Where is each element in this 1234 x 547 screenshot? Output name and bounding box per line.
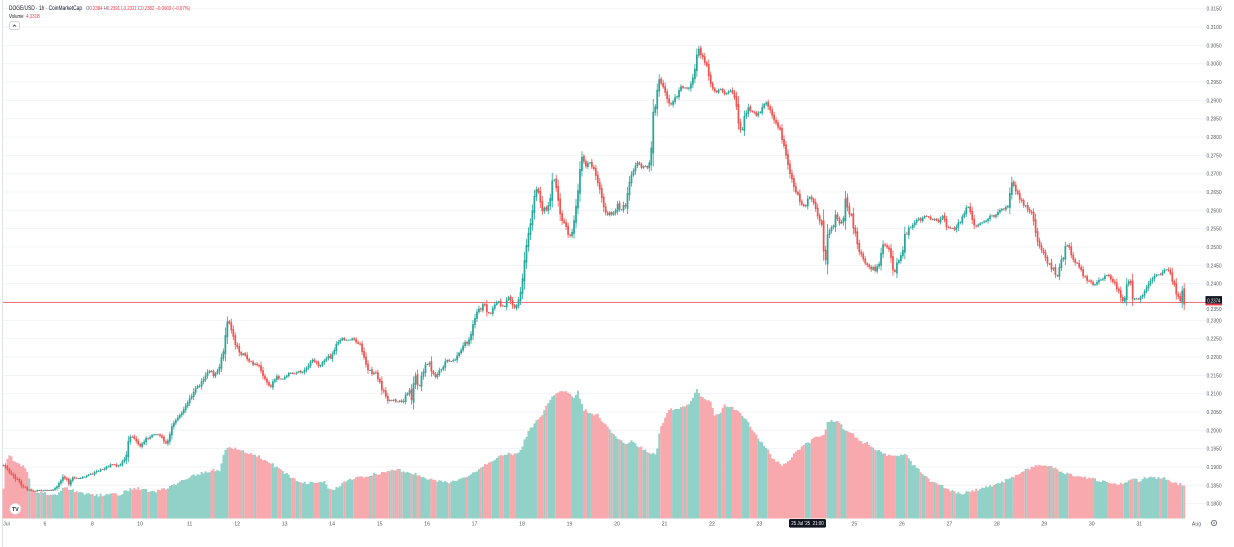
svg-text:18: 18 [519,521,525,527]
svg-text:0.2150: 0.2150 [1207,373,1222,379]
svg-text:0.2000: 0.2000 [1207,428,1222,434]
svg-text:30: 30 [1089,521,1095,527]
svg-text:6: 6 [44,521,47,527]
svg-text:0.2350: 0.2350 [1207,307,1222,313]
svg-text:19: 19 [567,521,573,527]
svg-text:27: 27 [947,521,953,527]
svg-text:16: 16 [424,521,430,527]
svg-text:8: 8 [91,521,94,527]
svg-text:29: 29 [1041,521,1047,527]
svg-text:0.2100: 0.2100 [1207,392,1222,398]
svg-text:28: 28 [994,521,1000,527]
svg-text:TV: TV [12,507,19,513]
svg-text:22: 22 [709,521,715,527]
svg-text:0.2650: 0.2650 [1207,190,1222,196]
svg-text:DOGE/USD · 1h · CoinMarketCap: DOGE/USD · 1h · CoinMarketCap [9,5,82,12]
svg-text:0.2450: 0.2450 [1207,263,1222,269]
svg-text:15: 15 [377,521,383,527]
svg-text:O0.2384 H0.2391 L0.2321 C0.238: O0.2384 H0.2391 L0.2321 C0.2382 −0.0003 … [86,6,190,12]
svg-text:21: 21 [662,521,668,527]
svg-text:26: 26 [899,521,905,527]
svg-text:0.2400: 0.2400 [1207,282,1222,288]
svg-text:0.2850: 0.2850 [1207,117,1222,123]
svg-text:10: 10 [137,521,143,527]
svg-text:0.2600: 0.2600 [1207,208,1222,214]
svg-text:11: 11 [187,521,192,527]
svg-text:23: 23 [757,521,763,527]
svg-text:0.2250: 0.2250 [1207,337,1222,343]
svg-text:Volume: Volume [9,14,24,20]
svg-text:Aug: Aug [1192,521,1201,527]
svg-text:0.2500: 0.2500 [1207,245,1222,251]
svg-text:0.3150: 0.3150 [1207,7,1222,13]
svg-text:0.2900: 0.2900 [1207,98,1222,104]
svg-text:0.2700: 0.2700 [1207,172,1222,178]
svg-text:25: 25 [852,521,858,527]
svg-text:14: 14 [329,521,335,527]
svg-text:0.2300: 0.2300 [1207,318,1222,324]
svg-text:0.3050: 0.3050 [1207,43,1222,49]
svg-text:0.2950: 0.2950 [1207,80,1222,86]
svg-text:0.3000: 0.3000 [1207,62,1222,68]
svg-text:0.1850: 0.1850 [1207,483,1222,489]
svg-text:20: 20 [614,521,620,527]
svg-text:13: 13 [282,521,288,527]
svg-text:0.2200: 0.2200 [1207,355,1222,361]
svg-text:0.2050: 0.2050 [1207,410,1222,416]
svg-text:0.2550: 0.2550 [1207,227,1222,233]
svg-text:0.2800: 0.2800 [1207,135,1222,141]
svg-text:0.1800: 0.1800 [1207,502,1222,508]
svg-text:0.2374: 0.2374 [1207,298,1220,304]
svg-text:Jul: Jul [3,521,10,527]
svg-text:0.1950: 0.1950 [1207,447,1222,453]
svg-text:4.331B: 4.331B [26,14,40,20]
svg-text:0.2750: 0.2750 [1207,153,1222,159]
svg-text:31: 31 [1136,521,1142,527]
svg-text:0.3100: 0.3100 [1207,25,1222,31]
svg-text:17: 17 [472,521,478,527]
svg-text:25 Jul '25 21:00: 25 Jul '25 21:00 [791,521,824,527]
svg-text:0.1900: 0.1900 [1207,465,1222,471]
svg-text:12: 12 [234,521,240,527]
